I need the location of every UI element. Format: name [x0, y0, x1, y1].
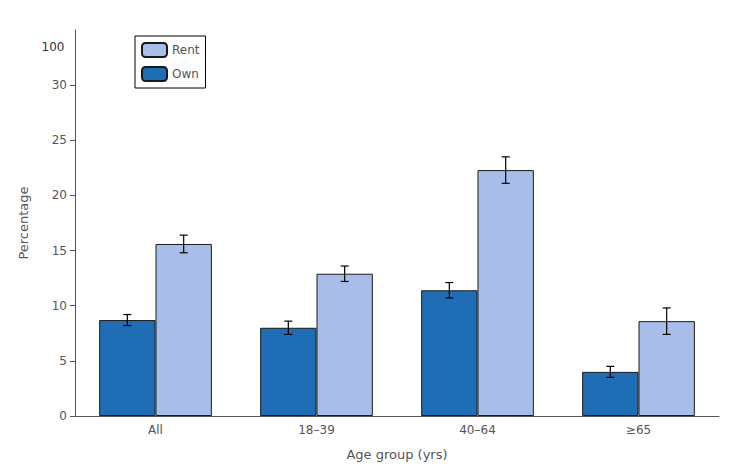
svg-text:5: 5	[59, 354, 67, 368]
svg-text:10: 10	[52, 299, 67, 313]
svg-text:40–64: 40–64	[459, 423, 496, 437]
svg-text:Percentage: Percentage	[16, 186, 31, 259]
svg-text:All: All	[148, 423, 163, 437]
svg-text:15: 15	[52, 244, 67, 258]
svg-text:30: 30	[52, 78, 67, 92]
svg-text:25: 25	[52, 133, 67, 147]
svg-text:20: 20	[52, 188, 67, 202]
svg-text:100: 100	[42, 40, 65, 54]
svg-text:≥65: ≥65	[626, 423, 651, 437]
svg-text:18–39: 18–39	[298, 423, 335, 437]
svg-text:Rent: Rent	[172, 43, 200, 57]
svg-text:Age group (yrs): Age group (yrs)	[346, 447, 447, 462]
svg-text:0: 0	[59, 409, 67, 423]
svg-text:Own: Own	[172, 67, 199, 81]
